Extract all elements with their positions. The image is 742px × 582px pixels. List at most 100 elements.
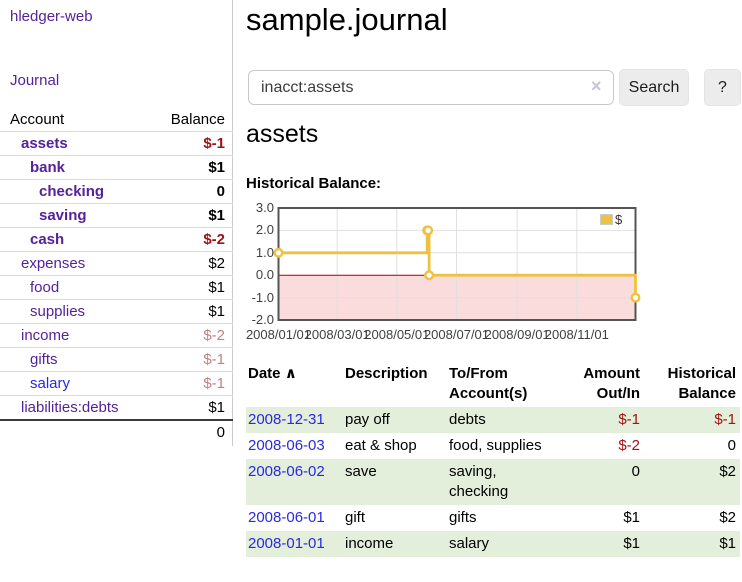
sidebar: hledger-web Journal Account Balance asse… <box>0 0 233 446</box>
transaction-description: income <box>345 535 394 552</box>
x-tick-label: 2008/09/01 <box>484 327 550 342</box>
plot-border <box>277 207 637 321</box>
page-title: sample.journal <box>246 2 448 37</box>
account-page-title: assets <box>246 120 319 148</box>
y-tick-label: -2.0 <box>251 312 274 327</box>
account-row: food $1 <box>0 275 233 299</box>
account-link[interactable]: income <box>21 327 70 344</box>
transaction-amount: $-2 <box>618 437 640 454</box>
account-balance: $1 <box>208 207 225 224</box>
account-row: liabilities:debts $1 <box>0 395 233 419</box>
account-balance-list: Account Balance assets $-1 bank $1 check… <box>0 107 233 443</box>
transaction-date-link[interactable]: 2008-06-01 <box>248 509 325 526</box>
chart-canvas <box>273 207 641 321</box>
x-tick-label: 2008/05/01 <box>364 327 430 342</box>
x-tick-label: 2008/11/01 <box>544 327 609 342</box>
date-column-label: Date <box>248 365 281 382</box>
account-link[interactable]: gifts <box>30 351 58 368</box>
y-tick-label: 3.0 <box>255 200 274 215</box>
x-tick-label: 2008/07/01 <box>423 327 490 342</box>
transaction-row: 2008-06-03 eat & shop food, supplies $-2… <box>246 433 740 459</box>
account-link[interactable]: saving <box>39 207 87 224</box>
historical-balance-chart: $ 3.0 2.0 1.0 0.0 -1.0 -2.0 2008/01/01 2008/03/… <box>240 200 740 350</box>
account-link[interactable]: cash <box>30 231 65 248</box>
register-header-row: Date ∧ Description To/From Account(s) Am… <box>246 361 740 407</box>
account-link[interactable]: food <box>30 279 60 296</box>
account-link[interactable]: checking <box>39 183 105 200</box>
transaction-amount: $1 <box>623 535 640 552</box>
transaction-date-link[interactable]: 2008-01-01 <box>248 535 325 552</box>
sort-ascending-icon: ∧ <box>284 365 297 382</box>
account-balance: $-1 <box>203 135 225 152</box>
account-column-label: Account <box>10 110 65 128</box>
column-header-amount: Amount Out/In <box>583 365 640 402</box>
account-row: cash $-2 <box>0 227 233 251</box>
account-row: salary $-1 <box>0 371 233 395</box>
transaction-date-link[interactable]: 2008-06-03 <box>248 437 325 454</box>
account-balance: $1 <box>208 279 225 296</box>
transaction-amount: $-1 <box>618 411 640 428</box>
y-tick-label: 2.0 <box>255 222 274 238</box>
y-tick-label: 0.0 <box>255 267 274 283</box>
transaction-balance: $2 <box>719 463 736 480</box>
transaction-row: 2008-01-01 income salary $1 $1 <box>246 531 740 557</box>
account-link[interactable]: salary <box>30 375 71 392</box>
account-link[interactable]: supplies <box>30 303 86 320</box>
data-point-marker <box>273 247 284 258</box>
data-point-marker <box>424 270 435 281</box>
chart-title: Historical Balance: <box>246 175 382 192</box>
column-header-accounts: To/From Account(s) <box>449 365 528 402</box>
account-row: expenses $2 <box>0 251 233 275</box>
transaction-date-link[interactable]: 2008-06-02 <box>248 463 325 480</box>
column-header-description: Description <box>345 365 428 382</box>
app-title-link[interactable]: hledger-web <box>10 8 93 25</box>
transaction-row: 2008-12-31 pay off debts $-1 $-1 <box>246 407 740 433</box>
transaction-description: pay off <box>345 411 390 428</box>
column-header-date[interactable]: Date ∧ <box>246 361 343 407</box>
account-link[interactable]: bank <box>30 159 66 176</box>
transaction-date-link[interactable]: 2008-12-31 <box>248 411 325 428</box>
transaction-row: 2008-06-02 save saving, checking 0 $2 <box>246 459 740 505</box>
transaction-balance: $1 <box>719 535 736 552</box>
account-balance: $-2 <box>203 327 225 344</box>
legend-swatch-icon <box>600 214 613 225</box>
y-tick-label: 1.0 <box>255 244 274 260</box>
transaction-accounts: salary <box>449 535 490 552</box>
account-row: bank $1 <box>0 155 233 179</box>
data-point-marker <box>630 292 641 303</box>
account-row: checking 0 <box>0 179 233 203</box>
transaction-accounts: saving, checking <box>449 463 509 500</box>
account-row: gifts $-1 <box>0 347 233 371</box>
transaction-description: eat & shop <box>345 437 417 454</box>
account-row: supplies $1 <box>0 299 233 323</box>
x-tick-label: 2008/01/01 <box>245 327 312 342</box>
account-balance: $2 <box>208 255 225 272</box>
account-balance: $-2 <box>203 231 225 248</box>
account-link[interactable]: expenses <box>21 255 86 272</box>
account-link[interactable]: liabilities:debts <box>21 399 119 416</box>
transaction-description: gift <box>345 509 366 526</box>
search-input[interactable] <box>248 70 614 105</box>
accounts-total-row: 0 <box>0 419 233 443</box>
transaction-description: save <box>345 463 377 480</box>
search-button[interactable]: Search <box>619 69 689 106</box>
account-balance: $-1 <box>203 351 225 368</box>
transaction-row: 2008-06-01 gift gifts $1 $2 <box>246 505 740 531</box>
account-balance: $1 <box>208 159 225 176</box>
column-header-balance: Historical Balance <box>667 365 736 402</box>
account-row: income $-2 <box>0 323 233 347</box>
account-list-header: Account Balance <box>0 107 233 131</box>
chart-legend: $ <box>598 211 625 228</box>
y-tick-label: -1.0 <box>251 289 274 305</box>
transaction-accounts: food, supplies <box>449 437 542 454</box>
sidebar-item-journal[interactable]: Journal <box>10 72 60 89</box>
help-button[interactable]: ? <box>704 69 741 106</box>
account-balance: $1 <box>208 399 225 416</box>
accounts-total-value: 0 <box>216 423 225 441</box>
clear-search-icon[interactable]: × <box>591 76 602 96</box>
legend-label: $ <box>615 212 623 227</box>
transaction-amount: $1 <box>623 509 640 526</box>
account-link[interactable]: assets <box>21 135 68 152</box>
account-row: saving $1 <box>0 203 233 227</box>
account-balance: 0 <box>216 183 225 200</box>
